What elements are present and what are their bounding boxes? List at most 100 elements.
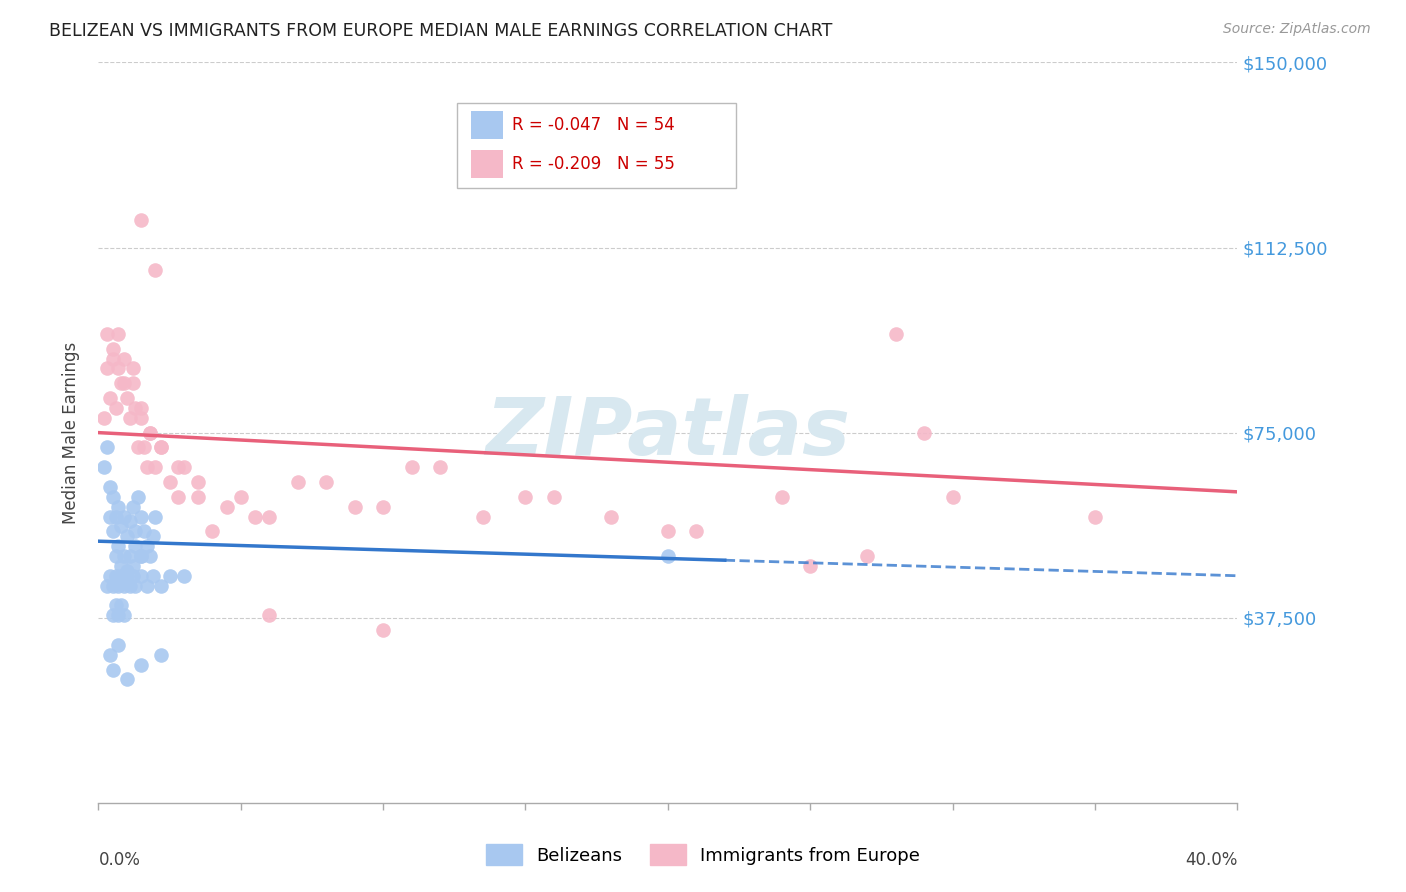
Point <box>138 425 160 440</box>
Point <box>129 549 152 563</box>
Point <box>107 539 129 553</box>
Point <box>107 608 129 623</box>
Point <box>101 342 124 356</box>
Point <box>138 425 160 440</box>
Point <box>187 490 209 504</box>
Point <box>121 361 143 376</box>
Point <box>129 568 152 582</box>
Point <box>115 568 138 582</box>
Point <box>138 549 160 563</box>
Point <box>159 475 181 489</box>
Point <box>799 558 821 573</box>
Point <box>112 549 135 563</box>
Point <box>112 376 135 391</box>
Point <box>121 558 143 573</box>
Point <box>770 490 793 504</box>
Point <box>112 608 135 623</box>
Point <box>135 539 157 553</box>
Point <box>135 579 157 593</box>
Point <box>124 401 146 415</box>
Point <box>287 475 309 489</box>
Point <box>259 509 281 524</box>
Point <box>129 657 152 672</box>
Point <box>115 673 138 687</box>
Point <box>150 441 173 455</box>
Point <box>98 648 121 662</box>
Point <box>96 441 118 455</box>
Bar <box>471 150 503 178</box>
Text: R = -0.209   N = 55: R = -0.209 N = 55 <box>512 155 675 173</box>
Point <box>96 326 118 341</box>
Point <box>373 623 395 637</box>
Point <box>141 568 163 582</box>
Text: Source: ZipAtlas.com: Source: ZipAtlas.com <box>1223 22 1371 37</box>
Point <box>124 524 146 539</box>
Point <box>96 361 118 376</box>
Text: R = -0.047   N = 54: R = -0.047 N = 54 <box>512 116 675 135</box>
Point <box>98 568 121 582</box>
Point <box>884 326 907 341</box>
Point <box>112 509 135 524</box>
Point <box>315 475 337 489</box>
Point <box>107 638 129 652</box>
Point <box>101 663 124 677</box>
Point <box>121 376 143 391</box>
Point <box>229 490 252 504</box>
Point <box>132 524 155 539</box>
Point <box>101 579 124 593</box>
Text: 40.0%: 40.0% <box>1185 851 1237 869</box>
Point <box>145 262 167 277</box>
Bar <box>471 112 503 139</box>
Point <box>141 529 163 543</box>
Point <box>343 500 366 514</box>
Point <box>118 515 141 529</box>
Point <box>127 490 149 504</box>
Point <box>104 568 127 582</box>
Point <box>107 361 129 376</box>
Point <box>101 524 124 539</box>
Point <box>145 509 167 524</box>
Point <box>159 568 181 582</box>
Point <box>129 401 152 415</box>
Point <box>543 490 565 504</box>
Point <box>145 460 167 475</box>
Point <box>167 490 190 504</box>
Text: BELIZEAN VS IMMIGRANTS FROM EUROPE MEDIAN MALE EARNINGS CORRELATION CHART: BELIZEAN VS IMMIGRANTS FROM EUROPE MEDIA… <box>49 22 832 40</box>
Point <box>93 410 115 425</box>
Point <box>98 391 121 405</box>
Point <box>515 490 537 504</box>
Point <box>115 391 138 405</box>
Point <box>187 475 209 489</box>
Point <box>107 326 129 341</box>
Point <box>124 539 146 553</box>
Point <box>657 524 679 539</box>
Point <box>129 213 152 227</box>
Point <box>98 509 121 524</box>
Point <box>856 549 879 563</box>
Point <box>96 579 118 593</box>
Text: ZIPatlas: ZIPatlas <box>485 393 851 472</box>
Point <box>167 460 190 475</box>
Point <box>135 460 157 475</box>
Point <box>107 500 129 514</box>
Point <box>107 579 129 593</box>
Point <box>121 500 143 514</box>
Point <box>215 500 238 514</box>
Legend: Belizeans, Immigrants from Europe: Belizeans, Immigrants from Europe <box>479 837 927 872</box>
Point <box>101 608 124 623</box>
Point <box>112 351 135 366</box>
Point <box>600 509 623 524</box>
Point <box>127 441 149 455</box>
Point <box>110 599 132 613</box>
Point <box>129 509 152 524</box>
Point <box>124 579 146 593</box>
Point <box>942 490 965 504</box>
Point <box>104 401 127 415</box>
Point <box>132 441 155 455</box>
Point <box>657 549 679 563</box>
Point <box>173 460 195 475</box>
Point <box>118 579 141 593</box>
Point <box>429 460 451 475</box>
Point <box>129 410 152 425</box>
Point <box>150 441 173 455</box>
